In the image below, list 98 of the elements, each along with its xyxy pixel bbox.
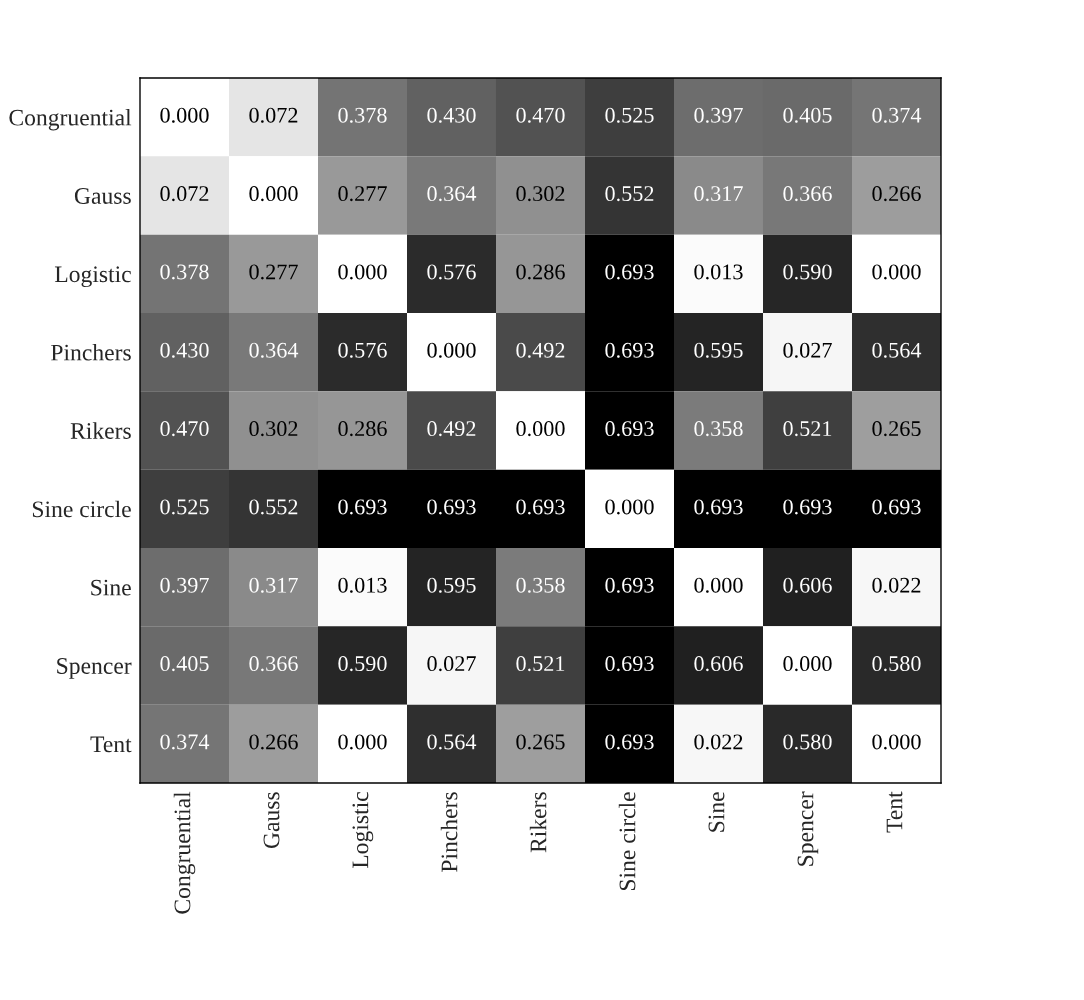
- y-tick-label: Sine circle: [32, 500, 131, 518]
- data-label: 0.606: [783, 577, 832, 593]
- data-label: 0.265: [516, 734, 565, 750]
- data-label: 0.000: [872, 264, 921, 280]
- data-label: 0.595: [694, 342, 743, 358]
- data-label: 0.277: [249, 264, 298, 280]
- data-label: 0.364: [249, 342, 299, 358]
- data-label: 0.000: [694, 577, 743, 593]
- data-label: 0.595: [427, 577, 476, 593]
- data-label: 0.022: [694, 734, 743, 750]
- data-label: 0.000: [516, 421, 565, 437]
- data-label: 0.317: [249, 577, 298, 593]
- data-label: 0.000: [338, 264, 387, 280]
- y-tick-label: Sine: [91, 579, 131, 596]
- data-label: 0.470: [160, 421, 209, 437]
- data-label: 0.013: [694, 264, 743, 280]
- data-label: 0.521: [516, 656, 565, 672]
- data-label: 0.317: [694, 186, 743, 202]
- data-label: 0.277: [338, 186, 387, 202]
- data-label: 0.000: [427, 342, 476, 358]
- y-tick-label: Logistic: [54, 266, 131, 288]
- data-label: 0.000: [783, 656, 832, 672]
- data-label: 0.492: [516, 342, 565, 358]
- data-label: 0.576: [338, 342, 387, 358]
- data-label: 0.470: [516, 107, 565, 123]
- data-label: 0.265: [872, 421, 921, 437]
- data-label: 0.072: [160, 186, 209, 202]
- data-label: 0.072: [249, 107, 298, 123]
- data-label: 0.492: [427, 421, 476, 437]
- y-tick-label: Rikers: [70, 422, 131, 439]
- data-label: 0.405: [160, 656, 209, 672]
- data-label: 0.552: [249, 499, 298, 515]
- data-label: 0.013: [338, 577, 387, 593]
- data-label: 0.430: [160, 342, 209, 358]
- data-label: 0.693: [516, 499, 565, 515]
- data-label: 0.378: [160, 264, 209, 280]
- y-tick-label: Tent: [90, 736, 132, 753]
- data-label: 0.521: [783, 421, 832, 437]
- x-tick-label: Rikers: [529, 792, 547, 853]
- data-label: 0.358: [694, 421, 743, 437]
- x-tick-label: Sine: [708, 792, 725, 832]
- x-tick-label: Tent: [886, 791, 903, 833]
- data-label: 0.374: [872, 107, 922, 123]
- x-tick-label: Spencer: [797, 791, 819, 866]
- x-tick-label: Sine circle: [618, 792, 636, 891]
- data-label: 0.000: [160, 107, 209, 123]
- data-label: 0.000: [872, 734, 921, 750]
- data-label: 0.286: [338, 421, 387, 437]
- data-label: 0.266: [872, 186, 921, 202]
- data-label: 0.000: [338, 734, 387, 750]
- data-label: 0.606: [694, 656, 743, 672]
- data-label: 0.580: [783, 734, 832, 750]
- data-label: 0.564: [427, 734, 477, 750]
- data-label: 0.693: [605, 577, 654, 593]
- data-label: 0.302: [249, 421, 298, 437]
- y-tick-label: Spencer: [57, 658, 132, 679]
- data-label: 0.405: [783, 107, 832, 123]
- data-label: 0.693: [427, 499, 476, 515]
- data-label: 0.397: [160, 577, 209, 593]
- data-label: 0.693: [605, 734, 654, 750]
- data-label: 0.552: [605, 186, 654, 202]
- data-label: 0.693: [338, 499, 387, 515]
- data-label: 0.374: [160, 734, 210, 750]
- data-label: 0.364: [427, 186, 477, 202]
- data-label: 0.693: [605, 656, 654, 672]
- data-label: 0.693: [605, 264, 654, 280]
- data-label: 0.693: [783, 499, 832, 515]
- data-label: 0.358: [516, 577, 565, 593]
- x-tick-label: Logistic: [352, 792, 374, 869]
- y-tick-label: Congruential: [9, 108, 132, 131]
- data-label: 0.564: [872, 342, 922, 358]
- data-label: 0.000: [249, 186, 298, 202]
- y-tick-label: Gauss: [74, 188, 131, 204]
- data-label: 0.693: [694, 499, 743, 515]
- data-label: 0.590: [783, 264, 832, 280]
- data-label: 0.590: [338, 656, 387, 672]
- data-label: 0.397: [694, 107, 743, 123]
- data-label: 0.366: [249, 656, 298, 672]
- data-label: 0.693: [872, 499, 921, 515]
- data-label: 0.525: [605, 107, 654, 123]
- data-label: 0.378: [338, 107, 387, 123]
- data-label: 0.022: [872, 577, 921, 593]
- data-label: 0.366: [783, 186, 832, 202]
- x-tick-label: Pinchers: [440, 792, 458, 872]
- x-tick-label: Gauss: [263, 792, 280, 849]
- data-label: 0.266: [249, 734, 298, 750]
- data-label: 0.693: [605, 421, 654, 437]
- y-tick-label: Pinchers: [51, 343, 131, 361]
- data-label: 0.000: [605, 499, 654, 515]
- data-label: 0.286: [516, 264, 565, 280]
- data-label: 0.525: [160, 499, 209, 515]
- data-label: 0.302: [516, 186, 565, 202]
- data-label: 0.430: [427, 107, 476, 123]
- data-label: 0.027: [783, 342, 832, 358]
- data-label: 0.693: [605, 342, 654, 358]
- data-label: 0.027: [427, 656, 476, 672]
- data-label: 0.576: [427, 264, 476, 280]
- data-label: 0.580: [872, 656, 921, 672]
